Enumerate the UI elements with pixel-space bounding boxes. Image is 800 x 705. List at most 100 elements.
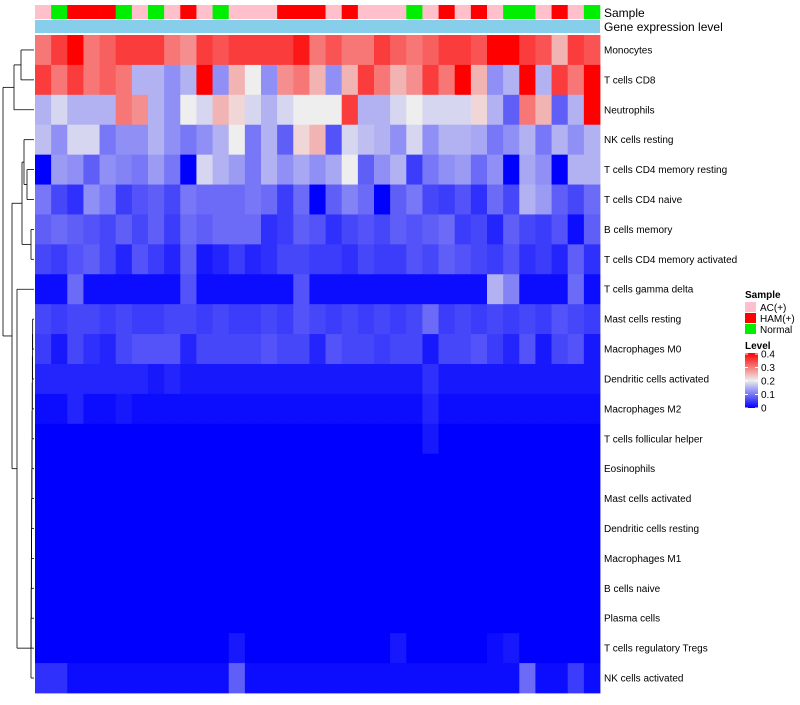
heatmap-cell (309, 423, 326, 455)
heatmap-cell (422, 364, 439, 395)
heatmap-cell (228, 274, 246, 305)
heatmap-cell (196, 94, 213, 126)
heatmap-cell (164, 184, 181, 215)
heatmap-cell (83, 334, 100, 365)
heatmap-cell (374, 483, 391, 514)
row-label: Macrophages M1 (604, 554, 682, 565)
heatmap-cell (309, 64, 326, 96)
heatmap-cell (454, 513, 472, 544)
heatmap-cell (470, 94, 488, 126)
heatmap-cell (519, 633, 536, 664)
heatmap-cell (487, 603, 504, 634)
heatmap-cell (83, 304, 100, 335)
heatmap-cell (131, 513, 149, 544)
heatmap-cell (83, 124, 100, 156)
heatmap-cell (583, 154, 601, 185)
heatmap-cell (470, 154, 488, 185)
heatmap-cell (293, 573, 310, 604)
heatmap-cell (83, 603, 100, 634)
heatmap-cell (148, 663, 165, 694)
legend-tick-label: 0.4 (761, 350, 775, 361)
annotation-title-sample: Sample (604, 6, 645, 20)
heatmap-cell (519, 393, 536, 425)
heatmap-cell (503, 124, 520, 156)
heatmap-cell (244, 124, 262, 156)
heatmap-cell (131, 364, 149, 395)
heatmap-cell (35, 124, 52, 156)
heatmap-cell (261, 64, 278, 96)
heatmap-cell (470, 35, 488, 66)
heatmap-cell (164, 483, 181, 514)
heatmap-cell (51, 513, 68, 544)
heatmap-cell (503, 184, 520, 215)
heatmap-cell (51, 543, 68, 574)
heatmap-cell (196, 453, 213, 485)
heatmap-cell (83, 214, 100, 245)
heatmap-cell (454, 64, 472, 96)
heatmap-cell (99, 663, 117, 694)
heatmap-cell (487, 304, 504, 335)
heatmap-cell (438, 364, 456, 395)
heatmap-cell (567, 334, 585, 365)
heatmap-cell (583, 543, 601, 574)
heatmap-cell (470, 364, 488, 395)
heatmap-cell (438, 274, 456, 305)
heatmap-cell (293, 633, 310, 664)
sample-annotation-cell (51, 5, 68, 19)
heatmap-cell (164, 633, 181, 664)
heatmap-cell (583, 453, 601, 485)
heatmap-cell (35, 214, 52, 245)
heatmap-cell (148, 453, 165, 485)
heatmap-cell (83, 633, 100, 664)
heatmap-cell (470, 603, 488, 634)
heatmap-cell (535, 423, 552, 455)
row-label: Eosinophils (604, 464, 655, 475)
heatmap-cell (390, 214, 407, 245)
heatmap-cell (261, 154, 278, 185)
row-label: T cells gamma delta (604, 285, 694, 296)
heatmap-cell (293, 244, 310, 275)
heatmap-cell (341, 154, 359, 185)
heatmap-cell (164, 663, 181, 694)
heatmap-cell (131, 573, 149, 604)
sample-annotation-cell (244, 5, 262, 19)
heatmap-cell (470, 453, 488, 485)
heatmap-cell (35, 304, 52, 335)
heatmap-cell (454, 543, 472, 574)
heatmap-cell (115, 64, 133, 96)
heatmap-cell (244, 483, 262, 514)
heatmap-cell (309, 124, 326, 156)
heatmap-cell (470, 483, 488, 514)
heatmap-cell (406, 364, 423, 395)
heatmap-cell (309, 94, 326, 126)
heatmap-cell (51, 453, 68, 485)
heatmap-cell (148, 124, 165, 156)
heatmap-cell (390, 453, 407, 485)
heatmap-cell (261, 453, 278, 485)
heatmap-cell (164, 453, 181, 485)
heatmap-cell (244, 663, 262, 694)
heatmap-cell (244, 94, 262, 126)
heatmap-cell (406, 35, 423, 66)
heatmap-cell (390, 244, 407, 275)
heatmap-cell (357, 663, 375, 694)
heatmap-cell (406, 64, 423, 96)
heatmap-cell (51, 64, 68, 96)
heatmap-cell (131, 214, 149, 245)
heatmap-cell (454, 154, 472, 185)
heatmap-cell (325, 124, 343, 156)
sample-annotation-cell (293, 5, 310, 19)
heatmap-cell (438, 124, 456, 156)
heatmap-cell (164, 304, 181, 335)
heatmap-cell (115, 154, 133, 185)
heatmap-cell (374, 573, 391, 604)
heatmap-cell (567, 304, 585, 335)
heatmap-cell (567, 214, 585, 245)
heatmap-cell (406, 633, 423, 664)
heatmap-cell (293, 35, 310, 66)
heatmap-cell (357, 633, 375, 664)
heatmap-cell (115, 364, 133, 395)
heatmap-cell (180, 214, 197, 245)
row-label: Dendritic cells activated (604, 375, 709, 386)
heatmap-cell (422, 513, 439, 544)
